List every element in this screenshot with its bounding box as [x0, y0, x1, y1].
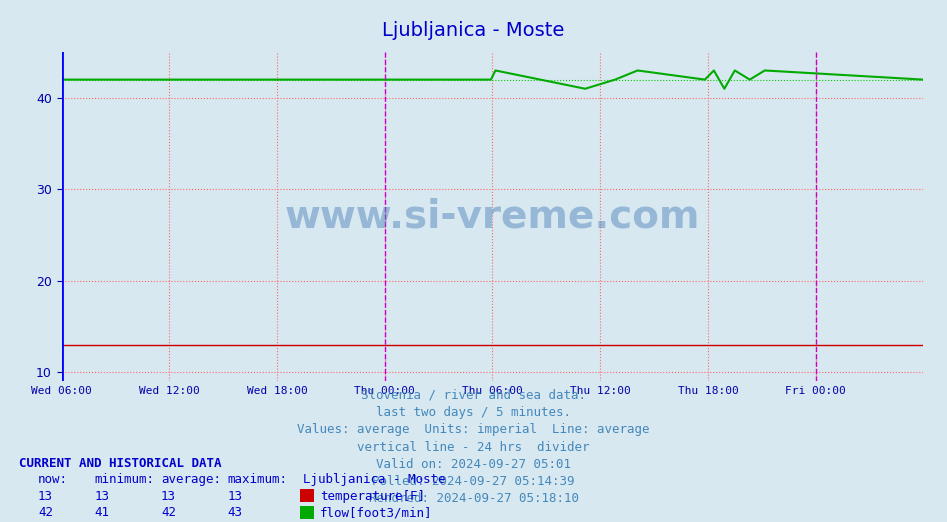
Text: Rendred: 2024-09-27 05:18:10: Rendred: 2024-09-27 05:18:10: [368, 492, 579, 505]
Text: 42: 42: [38, 506, 53, 519]
Text: now:: now:: [38, 473, 68, 486]
Text: 42: 42: [161, 506, 176, 519]
Text: average:: average:: [161, 473, 221, 486]
Text: 13: 13: [95, 490, 110, 503]
Text: Polled: 2024-09-27 05:14:39: Polled: 2024-09-27 05:14:39: [372, 475, 575, 488]
Text: 13: 13: [38, 490, 53, 503]
Text: 13: 13: [227, 490, 242, 503]
Text: CURRENT AND HISTORICAL DATA: CURRENT AND HISTORICAL DATA: [19, 457, 222, 470]
Text: minimum:: minimum:: [95, 473, 154, 486]
Text: maximum:: maximum:: [227, 473, 287, 486]
Text: flow[foot3/min]: flow[foot3/min]: [320, 506, 433, 519]
Text: temperature[F]: temperature[F]: [320, 490, 425, 503]
Text: vertical line - 24 hrs  divider: vertical line - 24 hrs divider: [357, 441, 590, 454]
Text: 13: 13: [161, 490, 176, 503]
Text: Ljubljanica - Moste: Ljubljanica - Moste: [303, 473, 445, 486]
Text: Ljubljanica - Moste: Ljubljanica - Moste: [383, 21, 564, 40]
Text: 43: 43: [227, 506, 242, 519]
Text: www.si-vreme.com: www.si-vreme.com: [285, 198, 700, 235]
Text: 41: 41: [95, 506, 110, 519]
Text: last two days / 5 minutes.: last two days / 5 minutes.: [376, 406, 571, 419]
Text: Slovenia / river and sea data.: Slovenia / river and sea data.: [361, 389, 586, 402]
Text: Valid on: 2024-09-27 05:01: Valid on: 2024-09-27 05:01: [376, 458, 571, 471]
Text: Values: average  Units: imperial  Line: average: Values: average Units: imperial Line: av…: [297, 423, 650, 436]
